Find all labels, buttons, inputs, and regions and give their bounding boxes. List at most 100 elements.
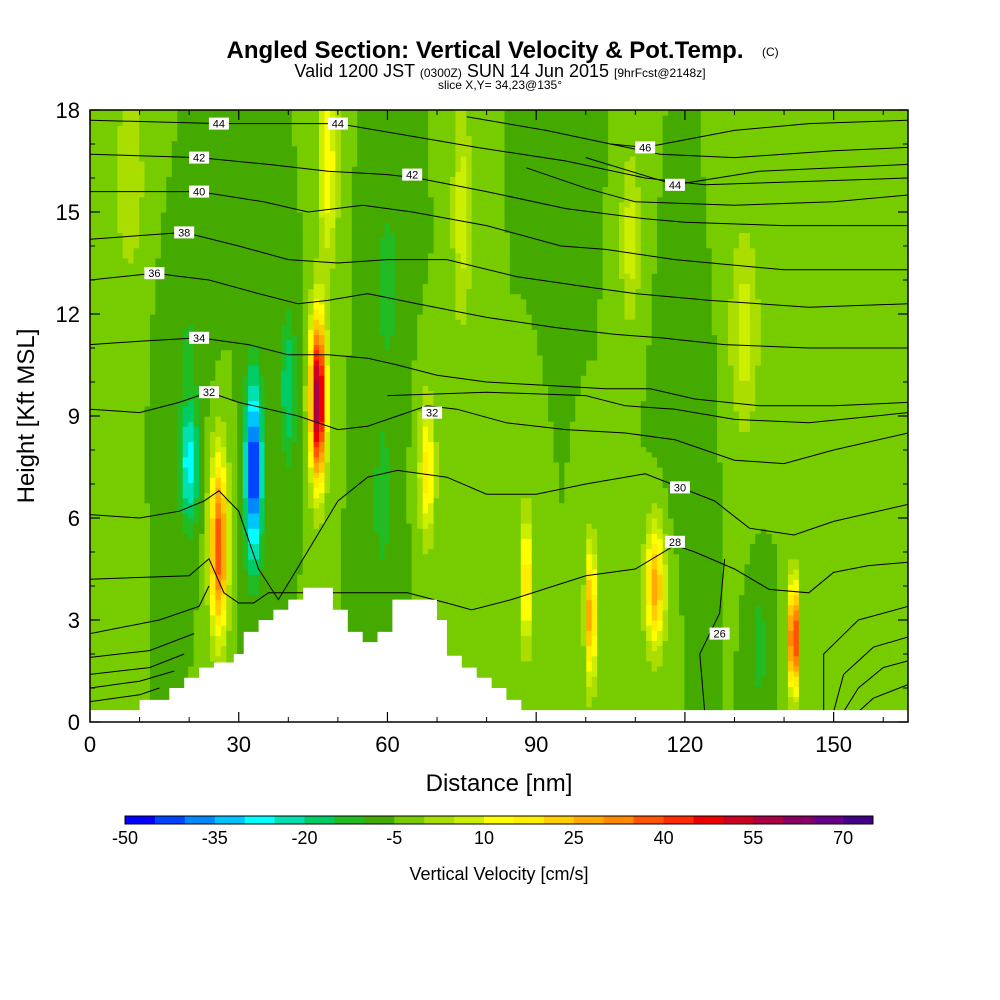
velocity-cell xyxy=(171,171,178,177)
velocity-cell xyxy=(128,166,135,172)
velocity-cell xyxy=(139,222,146,228)
velocity-cell xyxy=(128,497,135,504)
velocity-cell xyxy=(171,120,178,126)
velocity-cell xyxy=(171,614,178,621)
velocity-cell xyxy=(204,569,211,575)
velocity-cell xyxy=(270,319,277,325)
velocity-cell xyxy=(210,395,217,402)
velocity-cell xyxy=(275,380,282,386)
velocity-cell xyxy=(193,400,200,407)
velocity-cell xyxy=(139,263,146,269)
velocity-cell xyxy=(90,405,97,412)
velocity-cell xyxy=(291,584,298,590)
velocity-cell xyxy=(139,436,146,443)
velocity-cell xyxy=(280,334,287,341)
velocity-cell xyxy=(193,625,200,631)
velocity-cell xyxy=(280,314,287,320)
velocity-cell xyxy=(133,620,140,626)
velocity-cell xyxy=(95,660,102,667)
velocity-cell xyxy=(259,171,266,177)
velocity-cell xyxy=(150,426,157,432)
velocity-cell xyxy=(171,217,178,223)
velocity-cell xyxy=(220,365,227,371)
velocity-cell xyxy=(133,650,140,657)
velocity-cell xyxy=(291,375,298,381)
velocity-cell xyxy=(122,380,129,386)
velocity-cell xyxy=(106,609,113,616)
velocity-cell xyxy=(248,467,255,473)
velocity-cell xyxy=(248,461,255,468)
velocity-cell xyxy=(171,548,178,555)
velocity-cell xyxy=(139,242,146,249)
velocity-cell xyxy=(188,436,195,443)
velocity-cell xyxy=(133,405,140,412)
velocity-cell xyxy=(248,303,255,310)
velocity-cell xyxy=(291,436,298,443)
velocity-cell xyxy=(297,130,304,137)
velocity-cell xyxy=(150,308,157,315)
velocity-cell xyxy=(237,543,244,550)
velocity-cell xyxy=(188,268,195,274)
velocity-cell xyxy=(177,268,184,274)
velocity-cell xyxy=(144,681,151,687)
velocity-cell xyxy=(242,574,249,580)
velocity-cell xyxy=(117,130,124,137)
velocity-cell xyxy=(171,130,178,137)
velocity-cell xyxy=(242,599,249,606)
velocity-cell xyxy=(297,497,304,504)
velocity-cell xyxy=(226,584,233,590)
velocity-cell xyxy=(199,446,206,453)
velocity-cell xyxy=(280,375,287,381)
velocity-cell xyxy=(220,191,227,198)
velocity-cell xyxy=(286,120,293,126)
velocity-cell xyxy=(95,130,102,137)
velocity-cell xyxy=(270,400,277,407)
velocity-cell xyxy=(100,446,107,453)
velocity-cell xyxy=(133,385,140,392)
velocity-cell xyxy=(237,579,244,585)
velocity-cell xyxy=(111,701,118,708)
velocity-cell xyxy=(264,594,271,601)
velocity-cell xyxy=(139,145,146,152)
velocity-cell xyxy=(166,548,173,555)
velocity-cell xyxy=(210,150,217,157)
velocity-cell xyxy=(286,584,293,590)
velocity-cell xyxy=(133,523,140,529)
velocity-cell xyxy=(210,349,217,356)
velocity-cell xyxy=(242,589,249,596)
velocity-cell xyxy=(210,171,217,177)
velocity-cell xyxy=(122,140,129,147)
velocity-cell xyxy=(139,630,146,636)
velocity-cell xyxy=(297,370,304,376)
velocity-cell xyxy=(275,319,282,325)
velocity-cell xyxy=(90,538,97,545)
velocity-cell xyxy=(253,614,260,621)
velocity-cell xyxy=(155,630,162,636)
velocity-cell xyxy=(270,120,277,126)
velocity-cell xyxy=(199,222,206,228)
velocity-cell xyxy=(166,518,173,524)
velocity-cell xyxy=(188,400,195,407)
velocity-cell xyxy=(248,212,255,218)
velocity-cell xyxy=(155,344,162,351)
velocity-cell xyxy=(264,237,271,244)
velocity-cell xyxy=(204,293,211,300)
velocity-cell xyxy=(128,212,135,218)
velocity-cell xyxy=(139,676,146,682)
velocity-cell xyxy=(204,288,211,295)
velocity-cell xyxy=(95,222,102,228)
velocity-cell xyxy=(171,395,178,402)
velocity-cell xyxy=(155,110,162,116)
velocity-cell xyxy=(291,538,298,545)
velocity-cell xyxy=(226,263,233,269)
velocity-cell xyxy=(128,426,135,432)
velocity-cell xyxy=(90,574,97,580)
velocity-cell xyxy=(215,232,222,239)
velocity-cell xyxy=(177,461,184,468)
velocity-cell xyxy=(182,365,189,371)
velocity-cell xyxy=(106,446,113,453)
velocity-cell xyxy=(286,548,293,555)
velocity-cell xyxy=(286,212,293,218)
velocity-cell xyxy=(139,227,146,233)
velocity-cell xyxy=(302,130,309,137)
